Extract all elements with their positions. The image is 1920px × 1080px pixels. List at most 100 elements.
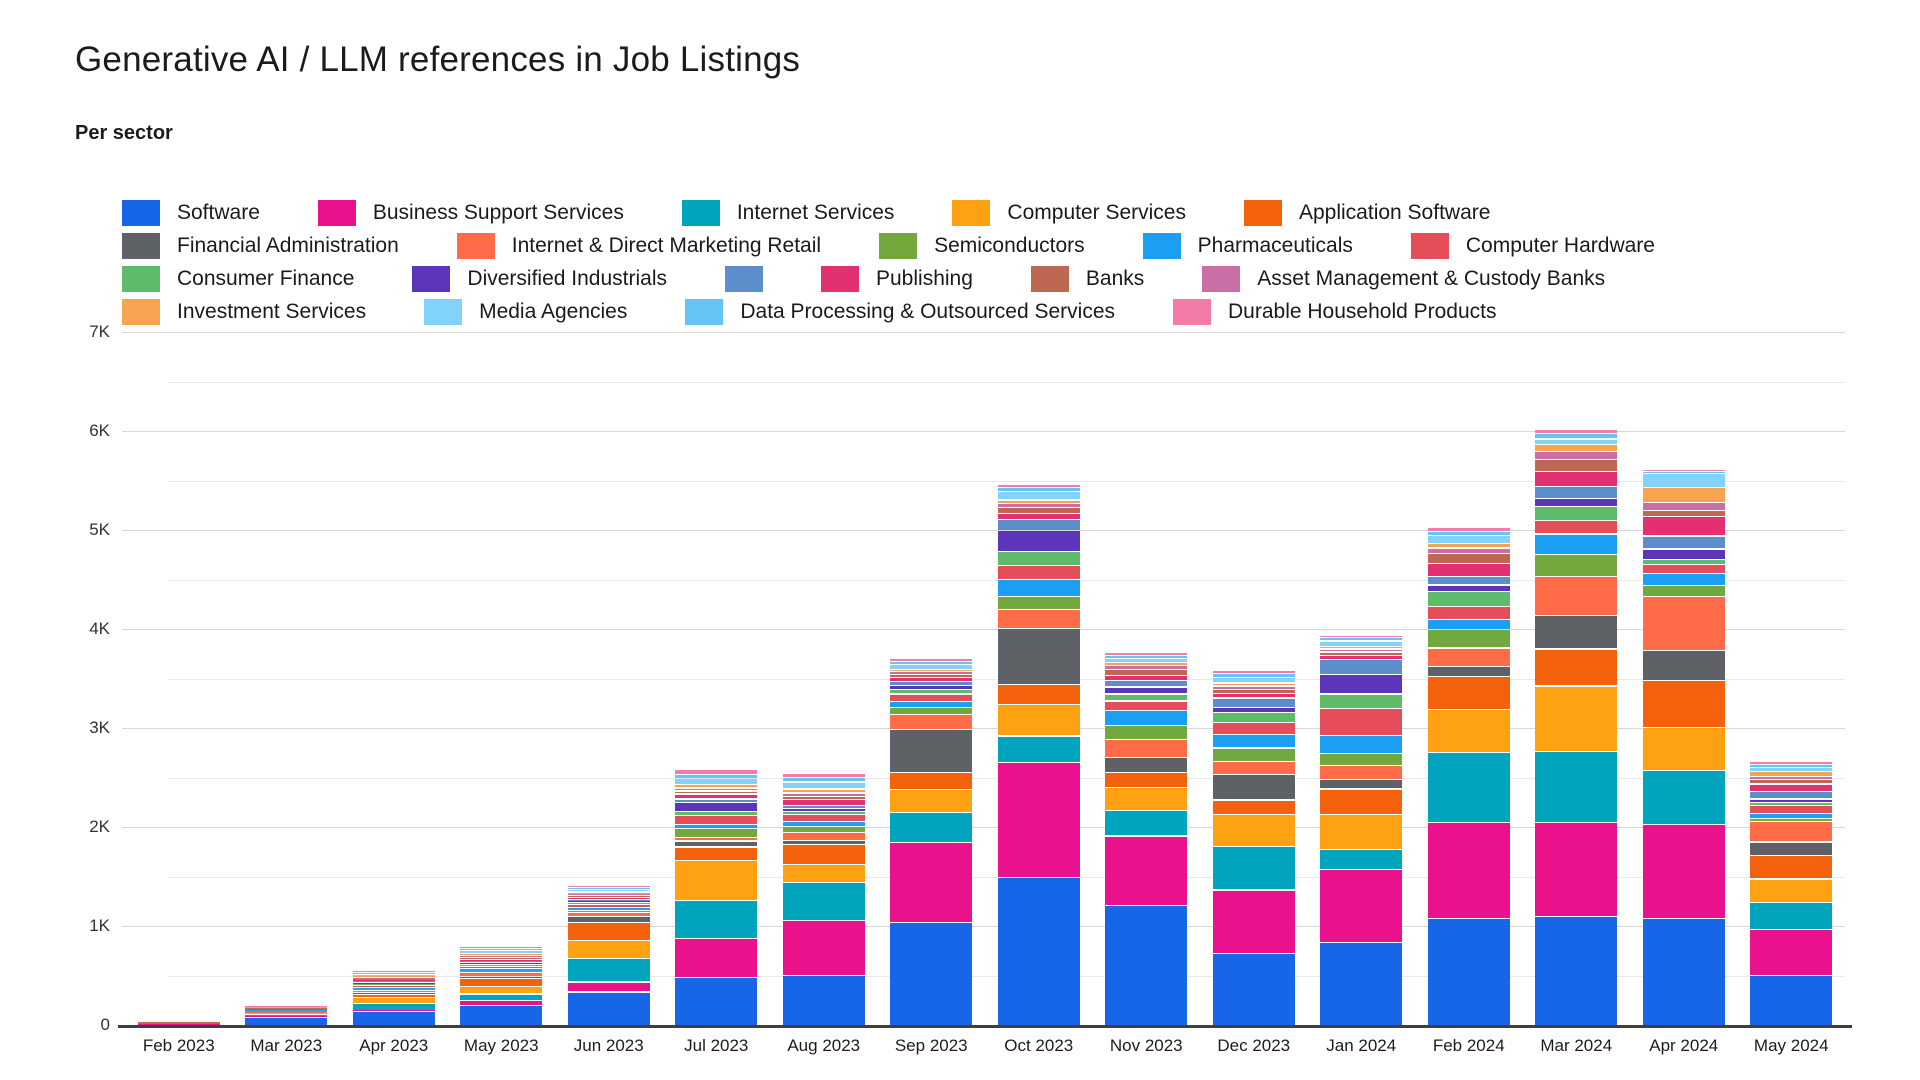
bar-segment-computer-services (567, 941, 650, 959)
bar-segment-publishing (1535, 471, 1618, 486)
bar-segment-application-software (1320, 789, 1403, 814)
bar-segment-financial-administration (1105, 758, 1188, 773)
bar-segment-publishing (1750, 784, 1833, 791)
bar-segment-business-support-services (245, 1015, 328, 1017)
bar-segment-diversified-industrials (1212, 708, 1295, 713)
bar-segment-investment-services (1320, 647, 1403, 649)
bar-segment-investment-services (1105, 663, 1188, 666)
x-tick-label: Apr 2024 (1649, 1036, 1719, 1055)
bar-segment-computer-hardware (1642, 564, 1725, 573)
bar-segment-computer-hardware (1320, 709, 1403, 735)
legend-swatch-icon (424, 299, 463, 325)
bar-segment-financial-administration (1427, 666, 1510, 676)
bar-segment-consumer-finance (1105, 694, 1188, 701)
x-tick-label: May 2023 (463, 1036, 539, 1055)
bar-segment-diversified-industrials (1535, 499, 1618, 506)
bar-segment-publishing (1427, 563, 1510, 577)
bar-segment-data-processing-outsourced-services (1320, 638, 1403, 641)
bar-segment-semiconductors (567, 910, 650, 913)
bar-jan-2024 (1320, 332, 1403, 1025)
bar-segment-investment-services (352, 976, 435, 977)
bar-segment-durable-household-products (997, 485, 1080, 487)
bar-segment-asset-management-custody-banks (997, 503, 1080, 508)
bar-segment-media-agencies (997, 492, 1080, 500)
bar-segment-asset-management-custody-banks (1642, 503, 1725, 510)
bar-segment-diversified-industrials (782, 809, 865, 811)
bar-segment-pharmaceuticals (1320, 736, 1403, 754)
bar-segment-application-software (352, 995, 435, 997)
bar-sep-2023 (890, 332, 973, 1025)
bar-segment-unlabeled (1750, 792, 1833, 799)
bar-segment-media-agencies (782, 782, 865, 789)
y-tick-label: 1K (89, 916, 110, 935)
x-tick-label: Dec 2023 (1217, 1036, 1291, 1055)
bar-segment-internet-direct-marketing-retail (1535, 576, 1618, 616)
legend-label: Internet & Direct Marketing Retail (511, 234, 822, 257)
x-tick-label: Jul 2023 (684, 1036, 749, 1055)
bar-segment-consumer-finance (1642, 559, 1725, 564)
bar-segment-financial-administration (460, 976, 543, 978)
legend-swatch-icon (952, 200, 991, 226)
bar-segment-investment-services (997, 500, 1080, 503)
legend-label: Publishing (876, 267, 973, 290)
bar-segment-durable-household-products (1535, 429, 1618, 433)
bar-segment-software (1535, 917, 1618, 1025)
bar-segment-asset-management-custody-banks (567, 894, 650, 895)
bar-segment-computer-hardware (1750, 805, 1833, 814)
bar-segment-data-processing-outsourced-services (1535, 433, 1618, 439)
legend-item-financial-administration: Financial Administration (122, 233, 399, 259)
bar-segment-software (1750, 975, 1833, 1025)
bar-segment-publishing (460, 959, 543, 961)
bar-segment-business-support-services (1427, 822, 1510, 919)
bar-segment-banks (782, 797, 865, 799)
bar-segment-computer-hardware (245, 1009, 328, 1011)
bar-segment-data-processing-outsourced-services (1642, 472, 1725, 474)
bar-segment-pharmaceuticals (1642, 573, 1725, 585)
bar-segment-internet-direct-marketing-retail (1642, 597, 1725, 650)
bar-segment-investment-services (1642, 488, 1725, 502)
bar-segment-pharmaceuticals (782, 822, 865, 827)
bar-segment-publishing (782, 800, 865, 805)
legend-swatch-icon (122, 200, 160, 226)
bar-segment-business-support-services (782, 921, 865, 976)
bar-segment-application-software (1642, 681, 1725, 727)
bar-segment-internet-direct-marketing-retail (890, 714, 973, 729)
bar-segment-internet-direct-marketing-retail (460, 973, 543, 976)
bar-segment-application-software (890, 773, 973, 789)
bar-segment-software (245, 1017, 328, 1025)
bar-segment-durable-household-products (890, 659, 973, 662)
bar-segment-unlabeled (675, 799, 758, 802)
bar-segment-software (1642, 919, 1725, 1025)
legend-swatch-icon (1173, 299, 1212, 325)
y-tick-label: 5K (89, 520, 110, 539)
bar-segment-pharmaceuticals (352, 987, 435, 989)
bar-segment-financial-administration (1320, 779, 1403, 789)
bar-may-2024 (1750, 332, 1833, 1025)
bar-segment-diversified-industrials (890, 686, 973, 689)
bar-segment-banks (1320, 652, 1403, 655)
bar-segment-data-processing-outsourced-services (1105, 655, 1188, 659)
bar-segment-investment-services (890, 669, 973, 672)
legend-label: Computer Hardware (1465, 234, 1655, 257)
bar-segment-computer-services (1427, 709, 1510, 753)
legend-item-media-agencies: Media Agencies (424, 299, 627, 325)
bar-oct-2023 (997, 332, 1080, 1025)
bar-segment-financial-administration (1642, 651, 1725, 680)
bar-segment-investment-services (1535, 445, 1618, 451)
bar-segment-unlabeled (782, 805, 865, 809)
legend-item-data-processing-outsourced-services: Data Processing & Outsourced Services (685, 299, 1115, 325)
bar-segment-banks (1642, 510, 1725, 517)
bar-segment-banks (1105, 669, 1188, 675)
bar-segment-software (460, 1006, 543, 1025)
bar-segment-internet-services (782, 883, 865, 921)
bar-segment-internet-services (352, 1004, 435, 1010)
gridline-minor (168, 876, 1845, 878)
bar-segment-media-agencies (890, 665, 973, 669)
bar-segment-consumer-finance (782, 811, 865, 815)
bar-mar-2024 (1535, 332, 1618, 1025)
bar-segment-publishing (675, 794, 758, 799)
bar-segment-semiconductors (1105, 726, 1188, 739)
bar-segment-semiconductors (245, 1010, 328, 1012)
bar-segment-semiconductors (675, 828, 758, 837)
legend-swatch-icon (1202, 266, 1241, 292)
